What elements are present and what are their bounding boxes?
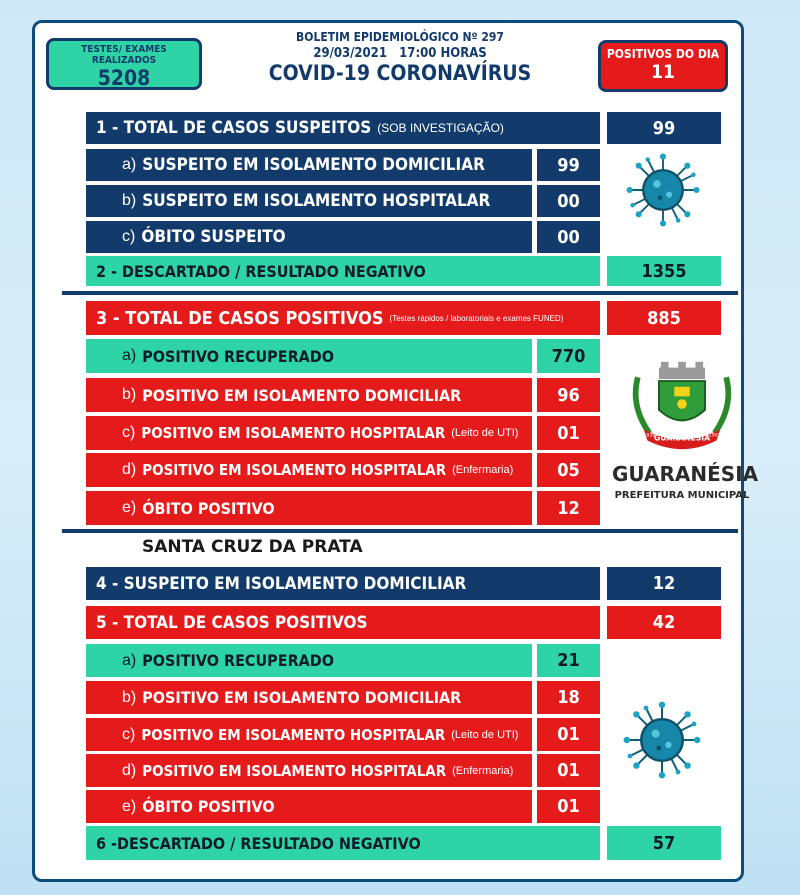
tests-value: 5208 — [97, 66, 151, 90]
positives-day-label: POSITIVOS DO DIA — [606, 47, 720, 61]
discarded-value: 1355 — [607, 256, 721, 286]
coat-of-arms-icon: GUARANÉSIA 1836 1901 — [632, 361, 732, 450]
district-home-label: POSITIVO EM ISOLAMENTO DOMICILIAR — [142, 688, 462, 707]
positive-ward-note: (Enfermaria) — [452, 464, 514, 476]
positive-icu-label: POSITIVO EM ISOLAMENTO HOSPITALAR — [141, 424, 446, 442]
district-positive-total-value: 42 — [607, 606, 721, 639]
district-recovered-prefix: a) — [122, 651, 137, 669]
suspected-total-value: 99 — [607, 112, 721, 144]
district-recovered-label: POSITIVO RECUPERADO — [142, 651, 334, 670]
district-home-prefix: b) — [122, 688, 137, 706]
logo-year-left: 1836 — [643, 433, 655, 439]
virus-icon — [626, 153, 700, 227]
bulletin-number: BOLETIM EPIDEMIOLÓGICO Nº 297 — [296, 30, 504, 44]
positive-death-prefix: e) — [122, 499, 137, 516]
tests-label: TESTES/ EXAMES REALIZADOS — [81, 44, 167, 66]
district-icu-row: c) POSITIVO EM ISOLAMENTO HOSPITALAR (Le… — [86, 718, 532, 751]
positive-death-label: ÓBITO POSITIVO — [142, 498, 275, 518]
positive-home-value: 96 — [537, 378, 600, 412]
suspected-death-row: c) ÓBITO SUSPEITO — [86, 221, 532, 253]
district-recovered-row: a) POSITIVO RECUPERADO — [86, 644, 532, 677]
positive-total-label: 3 - TOTAL DE CASOS POSITIVOS — [96, 307, 384, 329]
district-ward-prefix: d) — [122, 761, 137, 779]
discarded-label: 2 - DESCARTADO / RESULTADO NEGATIVO — [96, 261, 426, 281]
suspected-home-value: 99 — [537, 149, 600, 181]
positive-home-row: b) POSITIVO EM ISOLAMENTO DOMICILIAR — [86, 378, 532, 412]
suspected-hospital-row: b) SUSPEITO EM ISOLAMENTO HOSPITALAR — [86, 185, 532, 217]
suspected-hospital-label: SUSPEITO EM ISOLAMENTO HOSPITALAR — [142, 191, 491, 211]
district-ward-note: (Enfermaria) — [452, 764, 514, 777]
suspected-home-label: SUSPEITO EM ISOLAMENTO DOMICILIAR — [142, 155, 485, 175]
positive-ward-prefix: d) — [122, 461, 137, 478]
district-icu-value: 01 — [537, 718, 600, 751]
positive-recovered-prefix: a) — [122, 347, 137, 364]
district-death-row: e) ÓBITO POSITIVO — [86, 790, 532, 823]
positive-icu-row: c) POSITIVO EM ISOLAMENTO HOSPITALAR (Le… — [86, 416, 532, 450]
positive-total-row: 3 - TOTAL DE CASOS POSITIVOS (Testes ráp… — [86, 301, 600, 335]
positive-death-value: 12 — [537, 491, 600, 525]
district-icu-label: POSITIVO EM ISOLAMENTO HOSPITALAR — [141, 725, 446, 744]
district-positive-total-row: 5 - TOTAL DE CASOS POSITIVOS — [86, 606, 600, 639]
positive-total-note: (Testes rápidos / laboratoriais e exames… — [389, 313, 564, 323]
suspected-total-row: 1 - TOTAL DE CASOS SUSPEITOS (SOB INVEST… — [86, 112, 600, 144]
positive-icu-prefix: c) — [122, 424, 136, 441]
divider — [62, 529, 738, 533]
positive-ward-label: POSITIVO EM ISOLAMENTO HOSPITALAR — [142, 461, 447, 479]
district-discarded-value: 57 — [607, 826, 721, 860]
district-suspected-row: 4 - SUSPEITO EM ISOLAMENTO DOMICILIAR — [86, 567, 600, 600]
city-subtitle: PREFEITURA MUNICIPAL — [614, 490, 750, 501]
header-center: BOLETIM EPIDEMIOLÓGICO Nº 297 29/03/2021… — [240, 30, 560, 85]
positive-icu-note: (Leito de UTI) — [451, 427, 519, 439]
page-title: COVID-19 CORONAVÍRUS — [268, 61, 532, 85]
district-recovered-value: 21 — [537, 644, 600, 677]
logo-year-right: 1901 — [709, 433, 721, 439]
positive-home-prefix: b) — [122, 386, 137, 403]
district-home-value: 18 — [537, 681, 600, 714]
positive-icu-value: 01 — [537, 416, 600, 450]
district-ward-row: d) POSITIVO EM ISOLAMENTO HOSPITALAR (En… — [86, 754, 532, 787]
positive-total-value: 885 — [607, 301, 721, 335]
positive-home-label: POSITIVO EM ISOLAMENTO DOMICILIAR — [142, 385, 462, 405]
district-suspected-value: 12 — [607, 567, 721, 600]
suspected-death-value: 00 — [537, 221, 600, 253]
district-suspected-label: 4 - SUSPEITO EM ISOLAMENTO DOMICILIAR — [96, 573, 467, 594]
suspected-total-note: (SOB INVESTIGAÇÃO) — [377, 121, 504, 135]
district-title: SANTA CRUZ DA PRATA — [142, 537, 363, 557]
district-icu-note: (Leito de UTI) — [451, 728, 519, 741]
suspected-hospital-value: 00 — [537, 185, 600, 217]
positive-recovered-value: 770 — [537, 339, 600, 373]
discarded-row: 2 - DESCARTADO / RESULTADO NEGATIVO — [86, 256, 600, 286]
district-home-row: b) POSITIVO EM ISOLAMENTO DOMICILIAR — [86, 681, 532, 714]
bulletin-datetime: 29/03/2021 17:00 HORAS — [313, 46, 487, 61]
positive-ward-row: d) POSITIVO EM ISOLAMENTO HOSPITALAR (En… — [86, 453, 532, 487]
positive-recovered-row: a) POSITIVO RECUPERADO — [86, 339, 532, 373]
logo-banner-text: GUARANÉSIA — [654, 434, 710, 443]
positive-death-row: e) ÓBITO POSITIVO — [86, 491, 532, 525]
district-ward-label: POSITIVO EM ISOLAMENTO HOSPITALAR — [142, 761, 447, 780]
district-positive-total-label: 5 - TOTAL DE CASOS POSITIVOS — [96, 612, 368, 633]
district-ward-value: 01 — [537, 754, 600, 787]
positives-day-value: 11 — [651, 61, 675, 83]
suspected-hospital-prefix: b) — [122, 192, 137, 209]
district-death-label: ÓBITO POSITIVO — [142, 797, 275, 816]
suspected-home-row: a) SUSPEITO EM ISOLAMENTO DOMICILIAR — [86, 149, 532, 181]
positive-ward-value: 05 — [537, 453, 600, 487]
district-death-value: 01 — [537, 790, 600, 823]
divider — [62, 291, 738, 295]
district-icu-prefix: c) — [122, 725, 136, 743]
district-death-prefix: e) — [122, 797, 137, 815]
virus-icon — [623, 701, 701, 779]
city-name: GUARANÉSIA — [612, 462, 759, 486]
positives-day-box: POSITIVOS DO DIA 11 — [598, 40, 728, 92]
suspected-total-label: 1 - TOTAL DE CASOS SUSPEITOS — [96, 118, 372, 138]
suspected-death-prefix: c) — [122, 228, 136, 245]
suspected-death-label: ÓBITO SUSPEITO — [141, 227, 286, 247]
positive-recovered-label: POSITIVO RECUPERADO — [142, 346, 334, 366]
suspected-home-prefix: a) — [122, 156, 137, 173]
district-discarded-label: 6 -DESCARTADO / RESULTADO NEGATIVO — [96, 833, 421, 853]
district-discarded-row: 6 -DESCARTADO / RESULTADO NEGATIVO — [86, 826, 600, 860]
tests-box: TESTES/ EXAMES REALIZADOS 5208 — [46, 38, 202, 90]
